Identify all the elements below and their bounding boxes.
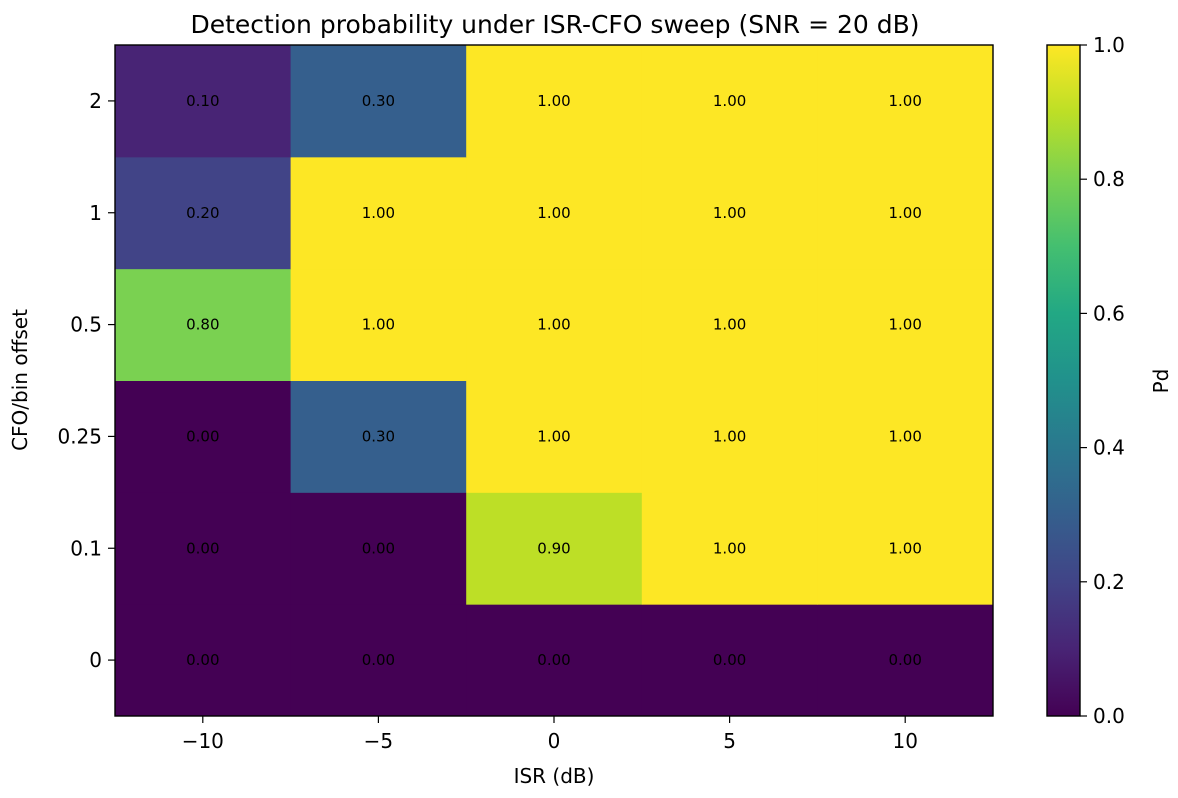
cell-value-label: 1.00 [888, 92, 921, 110]
colorbar-tick-label: 0.2 [1093, 570, 1125, 594]
heatmap-cell [290, 45, 467, 158]
y-axis-ticks: 0 0.1 0.25 0.5 1 2 [57, 89, 115, 672]
cell-value-label: 1.00 [713, 92, 746, 110]
colorbar-tick-label: 1.0 [1093, 33, 1125, 57]
heatmap-cell [817, 380, 994, 493]
cell-value-label: 0.80 [186, 316, 219, 334]
colorbar-label: Pd [1149, 369, 1173, 394]
x-tick-label: −5 [364, 729, 393, 753]
heatmap-cell [641, 45, 818, 158]
heatmap-cell [290, 156, 467, 270]
heatmap-cell [817, 492, 994, 605]
cell-value-label: 1.00 [537, 204, 570, 222]
chart-title: Detection probability under ISR-CFO swee… [190, 10, 919, 39]
heatmap-cell [290, 380, 467, 493]
cell-value-label: 0.00 [186, 539, 219, 557]
heatmap-cell [466, 156, 643, 270]
y-tick-label: 0.5 [70, 313, 102, 337]
cell-value-label: 0.00 [186, 651, 219, 669]
heatmap-cell [466, 492, 643, 605]
heatmap-cell [466, 380, 643, 493]
colorbar-tick-label: 0.0 [1093, 704, 1125, 728]
heatmap-cell [466, 45, 643, 158]
x-tick-label: −10 [182, 729, 224, 753]
heatmap-cell [641, 380, 818, 493]
heatmap-cell [290, 268, 467, 381]
cell-value-label: 0.20 [186, 204, 219, 222]
y-tick-label: 0.1 [70, 536, 102, 560]
cell-value-label: 1.00 [888, 316, 921, 334]
heatmap-cell [466, 604, 643, 717]
y-tick-label: 1 [89, 201, 102, 225]
cell-value-label: 0.30 [362, 427, 395, 445]
heatmap-cell [817, 604, 994, 717]
heatmap-cell [817, 156, 994, 270]
cell-value-label: 1.00 [888, 427, 921, 445]
cell-value-label: 0.90 [537, 539, 570, 557]
heatmap-cell [115, 268, 292, 381]
heatmap-cell [115, 156, 292, 270]
cell-value-label: 0.00 [888, 651, 921, 669]
heatmap-cell [115, 380, 292, 493]
x-tick-label: 5 [723, 729, 736, 753]
colorbar-frame [1046, 44, 1081, 717]
x-tick-label: 10 [892, 729, 917, 753]
cell-value-label: 0.00 [186, 427, 219, 445]
heatmap-cell [641, 156, 818, 270]
cell-value-label: 1.00 [713, 427, 746, 445]
cell-value-label: 1.00 [362, 204, 395, 222]
colorbar-tick-label: 0.8 [1093, 167, 1125, 191]
cell-value-label: 1.00 [537, 92, 570, 110]
heatmap-cell [115, 45, 292, 158]
y-tick-label: 0 [89, 648, 102, 672]
cell-value-label: 0.10 [186, 92, 219, 110]
cell-value-label: 1.00 [362, 316, 395, 334]
cell-value-label: 0.00 [362, 651, 395, 669]
colorbar [1047, 45, 1080, 716]
heatmap-cell [115, 604, 292, 717]
heatmap-cell [641, 268, 818, 381]
y-tick-label: 0.25 [57, 424, 102, 448]
y-tick-label: 2 [89, 89, 102, 113]
cell-value-label: 0.00 [362, 539, 395, 557]
cell-value-label: 1.00 [537, 427, 570, 445]
heatmap-cell-labels: 0.00 0.00 0.00 0.00 0.00 0.00 0.00 0.90 1.00 1.00… [186, 92, 922, 669]
cell-value-label: 0.30 [362, 92, 395, 110]
heatmap-cell [817, 45, 994, 158]
cell-value-label: 1.00 [888, 204, 921, 222]
heatmap-cell [290, 604, 467, 717]
heatmap-cells [115, 45, 994, 717]
cell-value-label: 1.00 [888, 539, 921, 557]
cell-value-label: 1.00 [713, 539, 746, 557]
heatmap-cell [817, 268, 994, 381]
x-axis-ticks: −10 −5 0 5 10 [182, 716, 918, 753]
x-axis-label: ISR (dB) [514, 764, 595, 788]
y-axis-label: CFO/bin offset [8, 309, 32, 451]
x-tick-label: 0 [548, 729, 561, 753]
heatmap-cell [290, 492, 467, 605]
heatmap-cell [641, 604, 818, 717]
cell-value-label: 1.00 [713, 316, 746, 334]
colorbar-ticks: 0.0 0.2 0.4 0.6 0.8 1.0 [1080, 33, 1125, 728]
heatmap-cell [641, 492, 818, 605]
cell-value-label: 0.00 [713, 651, 746, 669]
cell-value-label: 0.00 [537, 651, 570, 669]
heatmap-cell [115, 492, 292, 605]
colorbar-tick-label: 0.6 [1093, 301, 1125, 325]
heatmap-cell [466, 268, 643, 381]
cell-value-label: 1.00 [537, 316, 570, 334]
cell-value-label: 1.00 [713, 204, 746, 222]
colorbar-tick-label: 0.4 [1093, 436, 1125, 460]
